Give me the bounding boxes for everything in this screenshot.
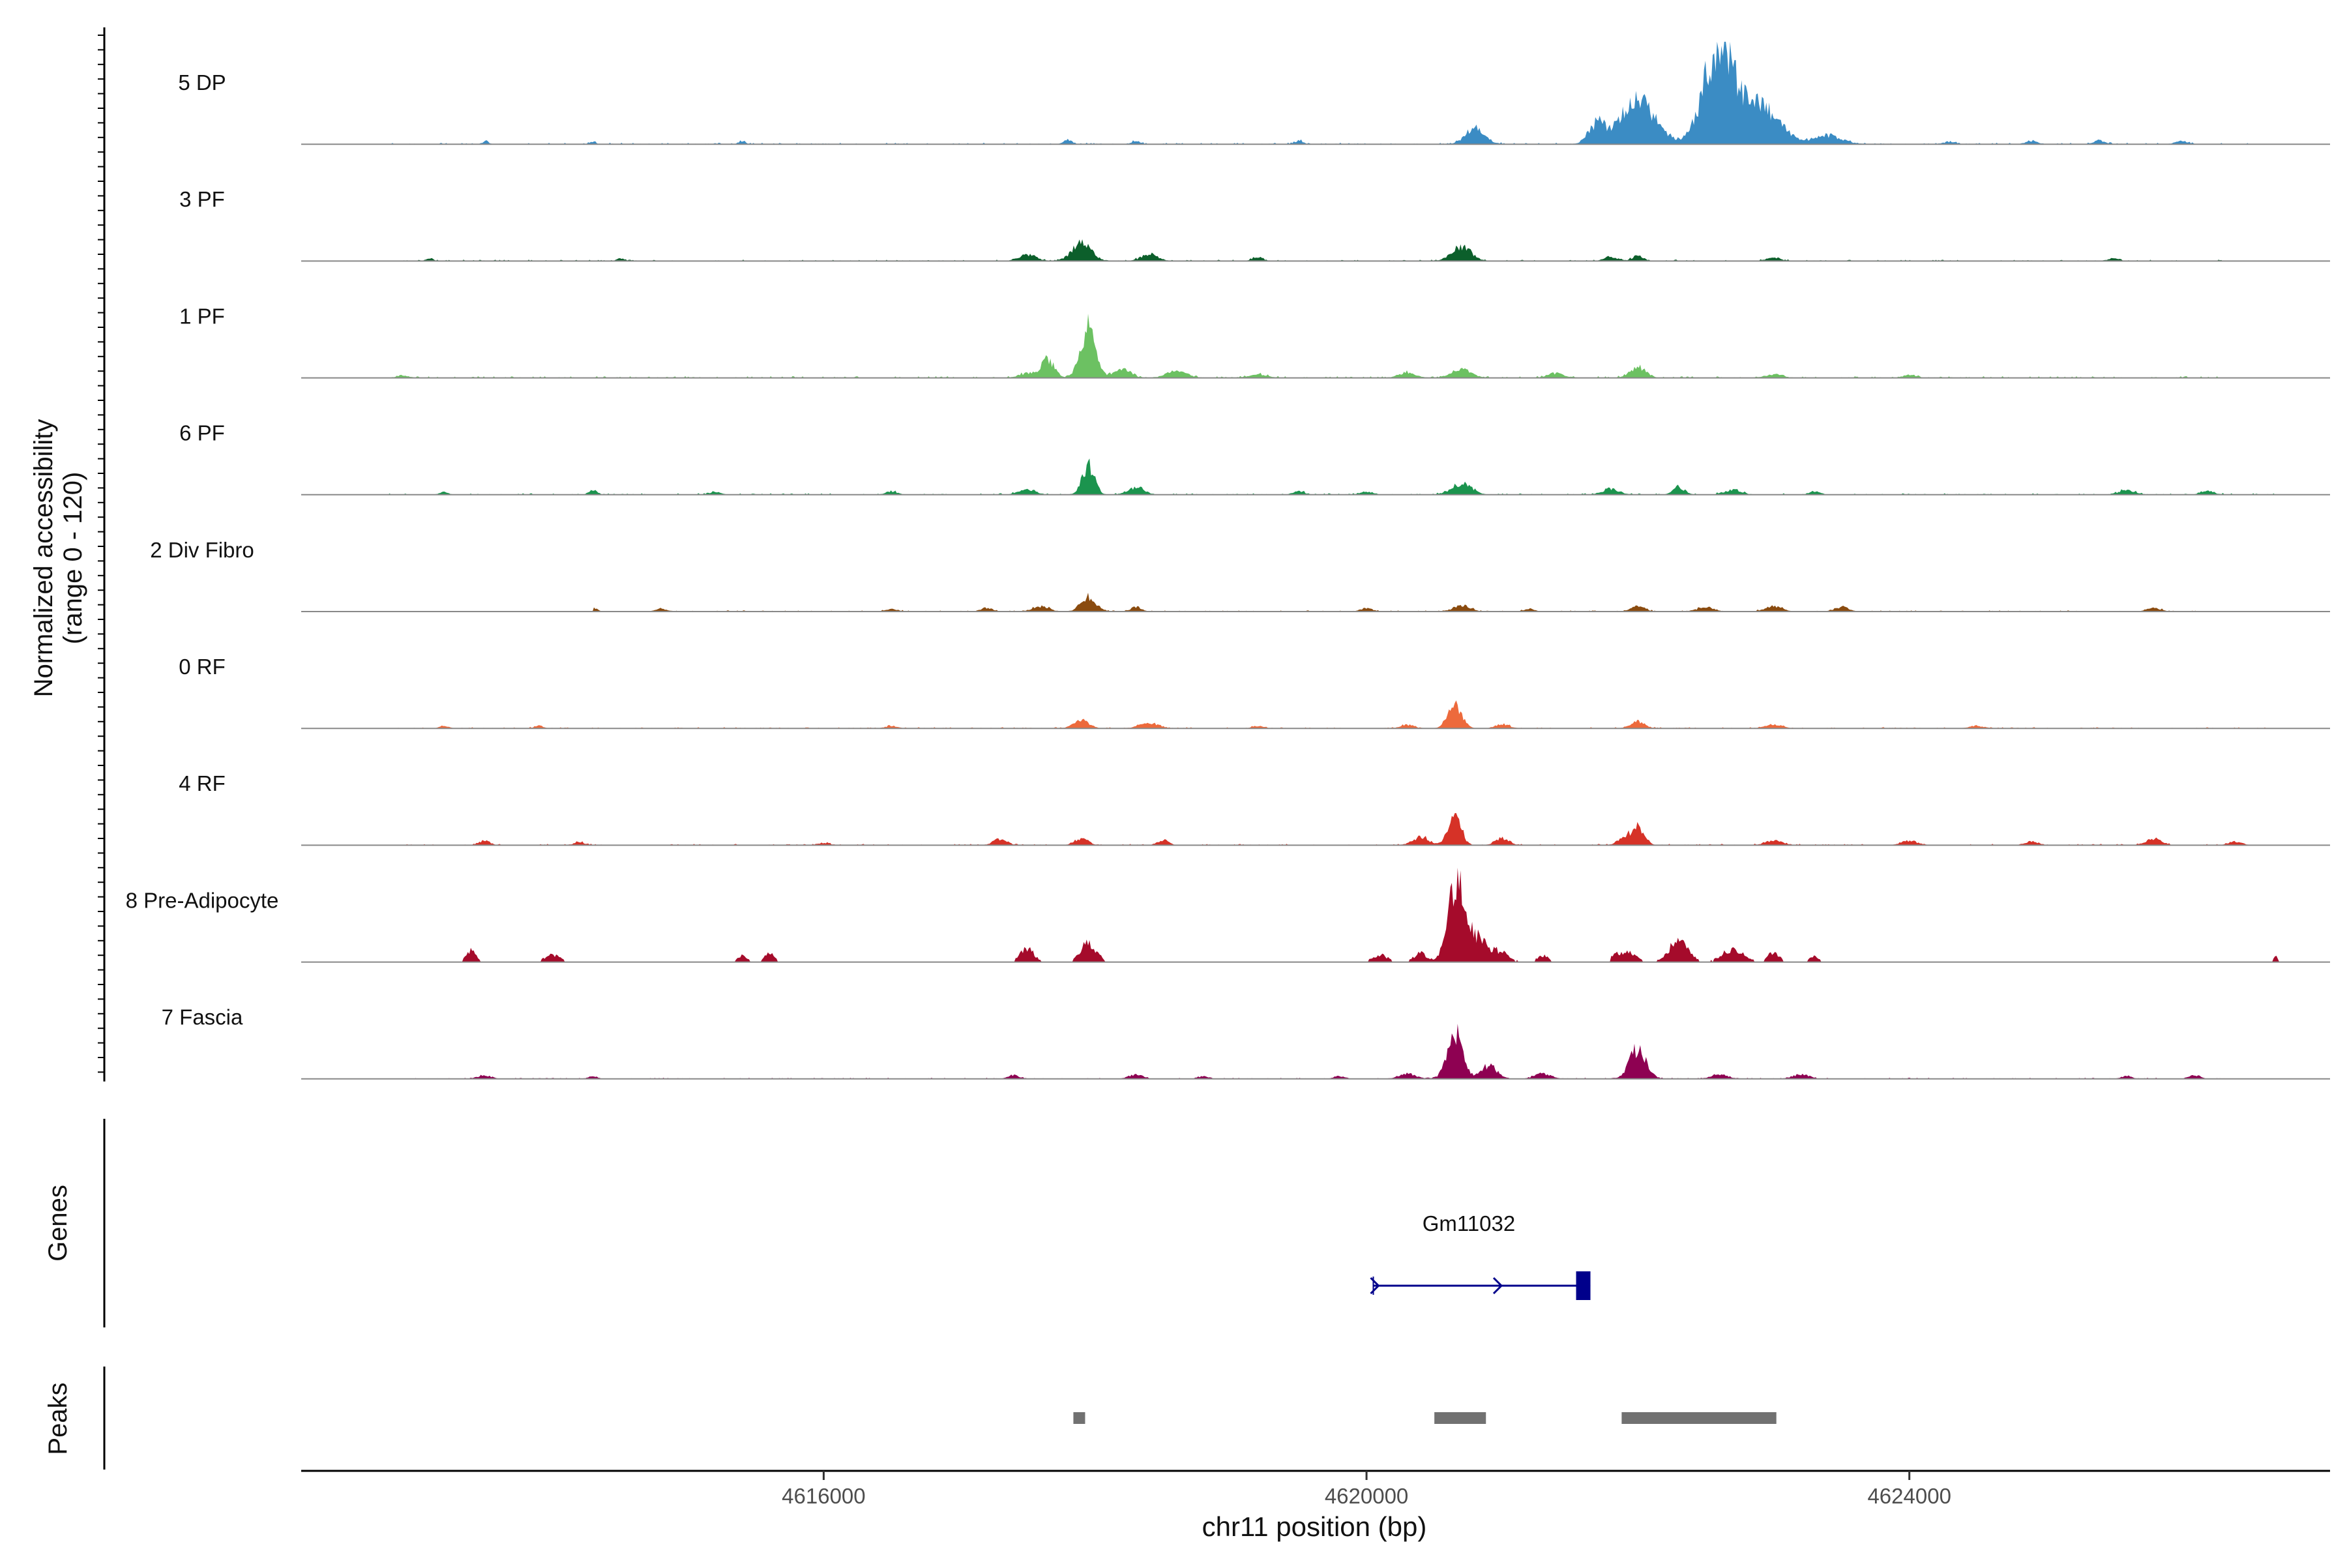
x-axis-title: chr11 position (bp) (1202, 1511, 1427, 1542)
x-tick-label: 4624000 (1867, 1484, 1951, 1508)
track-label: 5 DP (178, 70, 226, 95)
track-1-pf: 1 PF (179, 304, 2330, 379)
x-tick-label: 4620000 (1325, 1484, 1408, 1508)
coverage-area (301, 458, 2330, 495)
track-2-div-fibro: 2 Div Fibro (150, 538, 2330, 612)
genes-panel-label: Genes (44, 1185, 72, 1262)
track-label: 2 Div Fibro (150, 538, 254, 562)
gene-label: Gm11032 (1423, 1211, 1515, 1235)
track-label: 6 PF (179, 421, 225, 445)
y-axis-title-line2: (range 0 - 120) (59, 472, 87, 645)
x-axis-ticks: 4616000 4620000 4624000 (782, 1471, 1951, 1508)
strand-arrow-icon (1492, 1277, 1503, 1295)
peaks-panel-label: Peaks (44, 1382, 72, 1455)
gene-gm11032: Gm11032 (1370, 1211, 1591, 1300)
track-label: 0 RF (179, 655, 226, 679)
track-8-pre-adipocyte: 8 Pre-Adipocyte (126, 867, 2330, 963)
peak-region (1073, 1412, 1085, 1424)
peak-region (1621, 1412, 1777, 1424)
gene-exon (1576, 1271, 1591, 1300)
track-5-dp: 5 DP (178, 42, 2330, 145)
peak-regions (1073, 1412, 1777, 1424)
track-label: 8 Pre-Adipocyte (126, 888, 279, 912)
peak-region (1434, 1412, 1486, 1424)
y-axis-title-line1: Normalized accessibility (29, 419, 58, 698)
track-label: 7 Fascia (162, 1005, 243, 1029)
x-tick-label: 4616000 (782, 1484, 865, 1508)
track-label: 1 PF (179, 304, 225, 328)
strand-arrow-icon (1370, 1277, 1380, 1295)
gene-annotations: Gm11032 (1370, 1211, 1591, 1300)
track-4-rf: 4 RF (179, 771, 2330, 846)
coverage-tracks: 5 DP 3 PF 1 PF 6 PF 2 Div Fibro 0 RF 4 RF 8 Pre… (98, 27, 2330, 1082)
track-label: 3 PF (179, 187, 225, 211)
track-6-pf: 6 PF (179, 421, 2330, 496)
track-0-rf: 0 RF (179, 655, 2330, 730)
track-7-fascia: 7 Fascia (162, 1005, 2330, 1080)
track-3-pf: 3 PF (179, 187, 2330, 262)
track-label: 4 RF (179, 771, 226, 795)
